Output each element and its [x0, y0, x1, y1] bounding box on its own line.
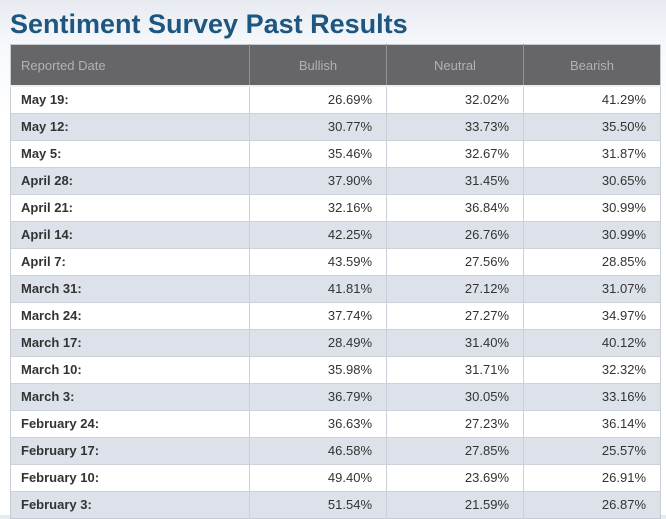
neutral-cell: 31.40%	[386, 328, 524, 356]
bullish-cell: 51.54%	[249, 490, 387, 518]
date-cell: April 14:	[10, 220, 250, 248]
table-row: February 10: 49.40% 23.69% 26.91%	[10, 463, 661, 491]
bullish-cell: 35.98%	[249, 355, 387, 383]
bearish-cell: 26.91%	[523, 463, 661, 491]
bullish-cell: 36.63%	[249, 409, 387, 437]
date-cell: April 21:	[10, 193, 250, 221]
date-cell: February 3:	[10, 490, 250, 518]
bullish-cell: 49.40%	[249, 463, 387, 491]
bearish-cell: 34.97%	[523, 301, 661, 329]
bearish-cell: 32.32%	[523, 355, 661, 383]
date-cell: March 3:	[10, 382, 250, 410]
neutral-cell: 30.05%	[386, 382, 524, 410]
bearish-cell: 31.87%	[523, 139, 661, 167]
bearish-cell: 25.57%	[523, 436, 661, 464]
neutral-cell: 32.02%	[386, 86, 524, 113]
bearish-cell: 40.12%	[523, 328, 661, 356]
bearish-cell: 30.99%	[523, 193, 661, 221]
neutral-cell: 27.23%	[386, 409, 524, 437]
table-row: March 10: 35.98% 31.71% 32.32%	[10, 355, 661, 383]
bearish-cell: 26.87%	[523, 490, 661, 518]
bearish-cell: 30.65%	[523, 166, 661, 194]
date-cell: April 7:	[10, 247, 250, 275]
date-cell: February 10:	[10, 463, 250, 491]
table-row: February 24: 36.63% 27.23% 36.14%	[10, 409, 661, 437]
date-cell: March 17:	[10, 328, 250, 356]
neutral-cell: 27.27%	[386, 301, 524, 329]
bullish-cell: 32.16%	[249, 193, 387, 221]
table-row: February 3: 51.54% 21.59% 26.87%	[10, 490, 661, 518]
table-row: February 17: 46.58% 27.85% 25.57%	[10, 436, 661, 464]
neutral-cell: 32.67%	[386, 139, 524, 167]
date-cell: March 10:	[10, 355, 250, 383]
bullish-cell: 37.74%	[249, 301, 387, 329]
column-header-reported-date: Reported Date	[10, 44, 250, 87]
bullish-cell: 30.77%	[249, 112, 387, 140]
neutral-cell: 31.71%	[386, 355, 524, 383]
table-header-row: Reported Date Bullish Neutral Bearish	[10, 44, 661, 87]
table-row: April 28: 37.90% 31.45% 30.65%	[10, 166, 661, 194]
table-row: March 31: 41.81% 27.12% 31.07%	[10, 274, 661, 302]
date-cell: February 24:	[10, 409, 250, 437]
bearish-cell: 36.14%	[523, 409, 661, 437]
neutral-cell: 31.45%	[386, 166, 524, 194]
table-row: May 19: 26.69% 32.02% 41.29%	[10, 86, 661, 113]
bearish-cell: 30.99%	[523, 220, 661, 248]
table-row: March 24: 37.74% 27.27% 34.97%	[10, 301, 661, 329]
neutral-cell: 21.59%	[386, 490, 524, 518]
date-cell: February 17:	[10, 436, 250, 464]
bearish-cell: 41.29%	[523, 86, 661, 113]
neutral-cell: 26.76%	[386, 220, 524, 248]
bullish-cell: 46.58%	[249, 436, 387, 464]
neutral-cell: 27.56%	[386, 247, 524, 275]
sentiment-results-table: Reported Date Bullish Neutral Bearish Ma…	[10, 44, 661, 519]
bearish-cell: 33.16%	[523, 382, 661, 410]
column-header-bearish: Bearish	[523, 44, 661, 87]
date-cell: March 31:	[10, 274, 250, 302]
table-body: May 19: 26.69% 32.02% 41.29% May 12: 30.77% 33…	[10, 86, 661, 518]
table-row: March 3: 36.79% 30.05% 33.16%	[10, 382, 661, 410]
table-row: May 12: 30.77% 33.73% 35.50%	[10, 112, 661, 140]
column-header-bullish: Bullish	[249, 44, 387, 87]
date-cell: March 24:	[10, 301, 250, 329]
bullish-cell: 41.81%	[249, 274, 387, 302]
date-cell: May 12:	[10, 112, 250, 140]
neutral-cell: 27.12%	[386, 274, 524, 302]
table-row: March 17: 28.49% 31.40% 40.12%	[10, 328, 661, 356]
page-title: Sentiment Survey Past Results	[10, 9, 408, 39]
neutral-cell: 36.84%	[386, 193, 524, 221]
bullish-cell: 28.49%	[249, 328, 387, 356]
table-row: May 5: 35.46% 32.67% 31.87%	[10, 139, 661, 167]
bullish-cell: 43.59%	[249, 247, 387, 275]
bullish-cell: 35.46%	[249, 139, 387, 167]
neutral-cell: 27.85%	[386, 436, 524, 464]
bearish-cell: 35.50%	[523, 112, 661, 140]
table-row: April 14: 42.25% 26.76% 30.99%	[10, 220, 661, 248]
table-row: April 7: 43.59% 27.56% 28.85%	[10, 247, 661, 275]
table-row: April 21: 32.16% 36.84% 30.99%	[10, 193, 661, 221]
date-cell: April 28:	[10, 166, 250, 194]
date-cell: May 5:	[10, 139, 250, 167]
bullish-cell: 37.90%	[249, 166, 387, 194]
neutral-cell: 33.73%	[386, 112, 524, 140]
neutral-cell: 23.69%	[386, 463, 524, 491]
bearish-cell: 31.07%	[523, 274, 661, 302]
date-cell: May 19:	[21, 92, 69, 108]
bullish-cell: 26.69%	[249, 86, 387, 113]
bullish-cell: 42.25%	[249, 220, 387, 248]
bearish-cell: 28.85%	[523, 247, 661, 275]
column-header-neutral: Neutral	[386, 44, 524, 87]
bullish-cell: 36.79%	[249, 382, 387, 410]
